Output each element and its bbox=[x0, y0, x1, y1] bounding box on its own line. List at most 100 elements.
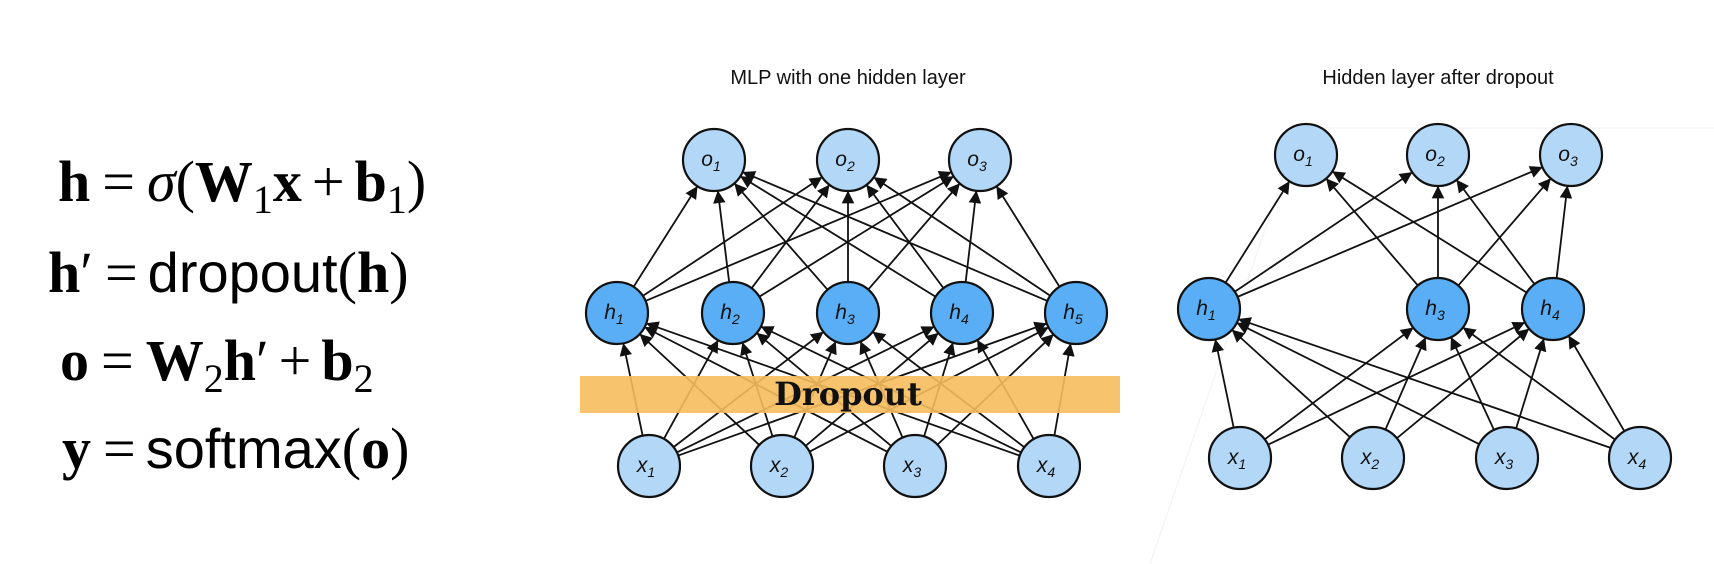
hidden-node-h3-circle bbox=[1405, 276, 1471, 342]
output-node-o3-label: o3 bbox=[967, 148, 987, 174]
hidden-node-h1-circle bbox=[584, 280, 650, 346]
right-edges bbox=[1211, 166, 1626, 449]
hidden-to-output-edge bbox=[1326, 178, 1419, 287]
input-node-x3: x3 bbox=[1474, 425, 1540, 491]
hidden-to-output-edge bbox=[742, 171, 1048, 302]
input-to-hidden-edge bbox=[1450, 336, 1495, 431]
input-node-x4: x4 bbox=[1607, 425, 1673, 491]
hidden-to-output-edge bbox=[1234, 172, 1413, 293]
input-node-x4-label: x4 bbox=[1036, 454, 1056, 480]
left-hidden-output-edges bbox=[632, 171, 1061, 302]
hidden-node-h1: h1 bbox=[584, 280, 650, 346]
input-node-x1-label: x1 bbox=[636, 454, 655, 480]
hidden-to-output-edge bbox=[867, 183, 960, 291]
hidden-node-h2-label: h2 bbox=[720, 301, 740, 327]
hidden-node-h4-circle bbox=[1520, 276, 1586, 342]
hidden-to-output-edge bbox=[1237, 166, 1543, 298]
hidden-to-output-edge bbox=[758, 176, 954, 298]
hidden-to-output-edge bbox=[1456, 179, 1536, 285]
input-to-hidden-edge bbox=[1462, 327, 1616, 441]
output-node-o3-circle bbox=[947, 127, 1013, 193]
faint-guide-line bbox=[1149, 127, 1301, 564]
equation-4: y = softmax(o) bbox=[62, 416, 409, 481]
right-nodes: o1 o2 o3 h1 h3 h4 x1 x2 x3 x4 bbox=[1176, 122, 1673, 491]
input-node-x4: x4 bbox=[1016, 433, 1082, 499]
input-node-x3-circle bbox=[882, 433, 948, 499]
hidden-node-h5: h5 bbox=[1043, 280, 1109, 346]
hidden-to-output-edge bbox=[1224, 181, 1290, 284]
hidden-to-output-edge bbox=[632, 185, 698, 288]
hidden-node-h5-circle bbox=[1043, 280, 1109, 346]
output-node-o1: o1 bbox=[1273, 122, 1339, 188]
hidden-to-output-edge bbox=[1555, 185, 1573, 279]
output-node-o2: o2 bbox=[1405, 122, 1471, 188]
output-node-o1-circle bbox=[681, 127, 747, 193]
input-to-hidden-edge bbox=[1267, 321, 1526, 446]
hidden-node-h4: h4 bbox=[1520, 276, 1586, 342]
input-node-x1-circle bbox=[616, 433, 682, 499]
hidden-to-output-edge bbox=[642, 176, 823, 297]
output-node-o2-label: o2 bbox=[1425, 143, 1445, 169]
hidden-to-output-edge bbox=[734, 183, 829, 291]
input-node-x4-circle bbox=[1016, 433, 1082, 499]
hidden-node-h1: h1 bbox=[1176, 276, 1242, 342]
input-to-hidden-edge bbox=[1515, 338, 1547, 429]
hidden-node-h2-circle bbox=[700, 280, 766, 346]
hidden-node-h4-label: h4 bbox=[949, 301, 969, 327]
output-node-o2: o2 bbox=[815, 127, 881, 193]
input-node-x2: x2 bbox=[1340, 425, 1406, 491]
equation-3: o = W2h′ + b2 bbox=[60, 328, 374, 401]
hidden-node-h4: h4 bbox=[929, 280, 995, 346]
hidden-node-h3-label: h3 bbox=[835, 301, 855, 327]
input-node-x1: x1 bbox=[1207, 425, 1273, 491]
input-to-hidden-edge bbox=[1211, 339, 1235, 428]
output-node-o3-label: o3 bbox=[1558, 143, 1578, 169]
hidden-node-h1-label: h1 bbox=[604, 301, 623, 327]
input-to-hidden-edge bbox=[1236, 322, 1480, 445]
hidden-to-output-edge bbox=[1457, 178, 1551, 287]
equations: h = σ(W1x + b1) h′ = dropout(h) o = W2h′ + b2 y = so… bbox=[48, 149, 426, 481]
hidden-node-h3-circle bbox=[815, 280, 881, 346]
output-node-o2-circle bbox=[815, 127, 881, 193]
input-node-x4-label: x4 bbox=[1627, 446, 1647, 472]
hidden-node-h5-label: h5 bbox=[1063, 301, 1083, 327]
input-node-x1: x1 bbox=[616, 433, 682, 499]
left-panel: MLP with one hidden layer Dropout o1 o2 o3… bbox=[580, 67, 1120, 499]
output-node-o3: o3 bbox=[947, 127, 1013, 193]
dropout-label: Dropout bbox=[774, 375, 922, 413]
input-node-x1-circle bbox=[1207, 425, 1273, 491]
output-node-o1-circle bbox=[1273, 122, 1339, 188]
output-node-o1-label: o1 bbox=[701, 148, 720, 174]
equation-1: h = σ(W1x + b1) bbox=[58, 149, 426, 222]
hidden-node-h1-label: h1 bbox=[1196, 297, 1215, 323]
input-node-x2-circle bbox=[749, 433, 815, 499]
hidden-node-h3: h3 bbox=[1405, 276, 1471, 342]
output-node-o3: o3 bbox=[1538, 122, 1604, 188]
dropout-band bbox=[580, 376, 1120, 413]
hidden-node-h4-label: h4 bbox=[1540, 297, 1560, 323]
hidden-to-output-edge bbox=[713, 190, 731, 283]
hidden-node-h2: h2 bbox=[700, 280, 766, 346]
input-node-x3-label: x3 bbox=[902, 454, 922, 480]
hidden-to-output-edge bbox=[1332, 171, 1528, 294]
hidden-to-output-edge bbox=[866, 184, 945, 289]
output-node-o1-label: o1 bbox=[1293, 143, 1312, 169]
right-panel: Hidden layer after dropout o1 o2 o3 h1 h3 h4 x… bbox=[1176, 67, 1673, 491]
input-node-x1-label: x1 bbox=[1227, 446, 1246, 472]
input-to-hidden-edge bbox=[1568, 335, 1626, 432]
input-node-x3-circle bbox=[1474, 425, 1540, 491]
output-node-o3-circle bbox=[1538, 122, 1604, 188]
right-panel-title: Hidden layer after dropout bbox=[1322, 67, 1554, 89]
hidden-to-output-edge bbox=[873, 177, 1051, 297]
input-node-x2-label: x2 bbox=[1360, 446, 1380, 472]
hidden-to-output-edge bbox=[750, 184, 830, 289]
input-node-x2: x2 bbox=[749, 433, 815, 499]
hidden-node-h1-circle bbox=[1176, 276, 1242, 342]
input-to-hidden-edge bbox=[1264, 327, 1414, 441]
output-node-o2-circle bbox=[1405, 122, 1471, 188]
left-nodes: o1 o2 o3 h1 h2 h3 h4 h5 x1 x2 x3 x4 bbox=[584, 127, 1109, 499]
output-node-o2-label: o2 bbox=[835, 148, 855, 174]
input-node-x3-label: x3 bbox=[1494, 446, 1514, 472]
input-to-hidden-edge bbox=[1396, 328, 1530, 439]
